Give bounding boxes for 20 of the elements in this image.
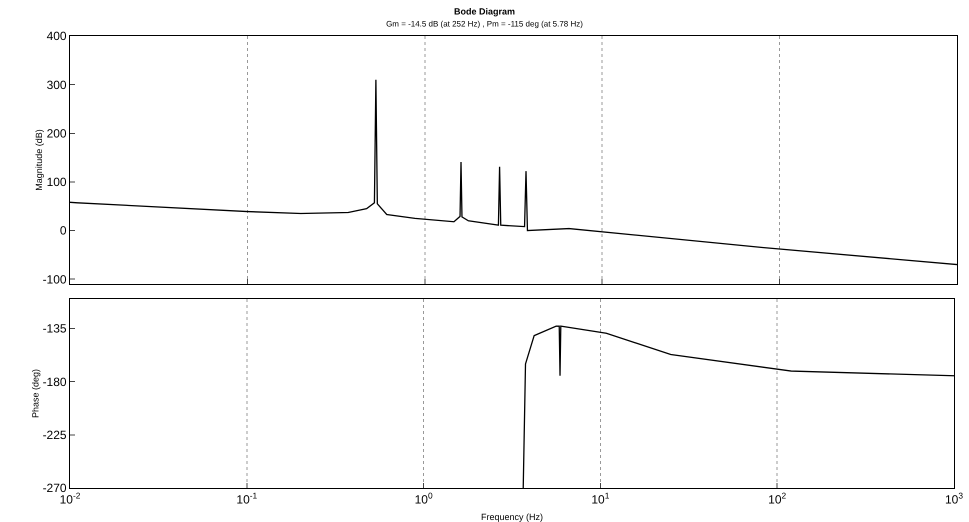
x-tick-label: 10$^{2}$ bbox=[768, 490, 787, 506]
y-tick-label: -180 bbox=[42, 374, 67, 389]
x-tick-label: 10$^{3}$ bbox=[944, 490, 964, 506]
chart-subtitle: Gm = -14.5 dB (at 252 Hz) , Pm = -115 deg (at 5.78 Hz) bbox=[386, 19, 584, 28]
x-axis-title: Frequency (Hz) bbox=[480, 512, 544, 522]
y-tick-label: -135 bbox=[42, 322, 67, 336]
y-tick-label: 0 bbox=[60, 224, 67, 238]
y-tick-label: 200 bbox=[46, 126, 67, 140]
y-tick-label: -100 bbox=[42, 272, 67, 286]
y-tick-label: 300 bbox=[46, 78, 67, 92]
y-axis-title: Magnitude (dB) bbox=[34, 129, 44, 191]
y-tick-label: 400 bbox=[46, 29, 67, 44]
chart-title: Bode Diagram bbox=[454, 6, 516, 17]
y-tick-label: 100 bbox=[46, 175, 67, 190]
y-axis-title: Phase (deg) bbox=[30, 368, 41, 418]
y-tick-label: -270 bbox=[42, 481, 67, 496]
x-tick-label: 10$^{-1}$ bbox=[236, 490, 258, 506]
x-tick-label: 10$^{1}$ bbox=[591, 490, 610, 506]
x-tick-label: 10$^{0}$ bbox=[414, 490, 433, 506]
y-tick-label: -225 bbox=[42, 428, 67, 442]
